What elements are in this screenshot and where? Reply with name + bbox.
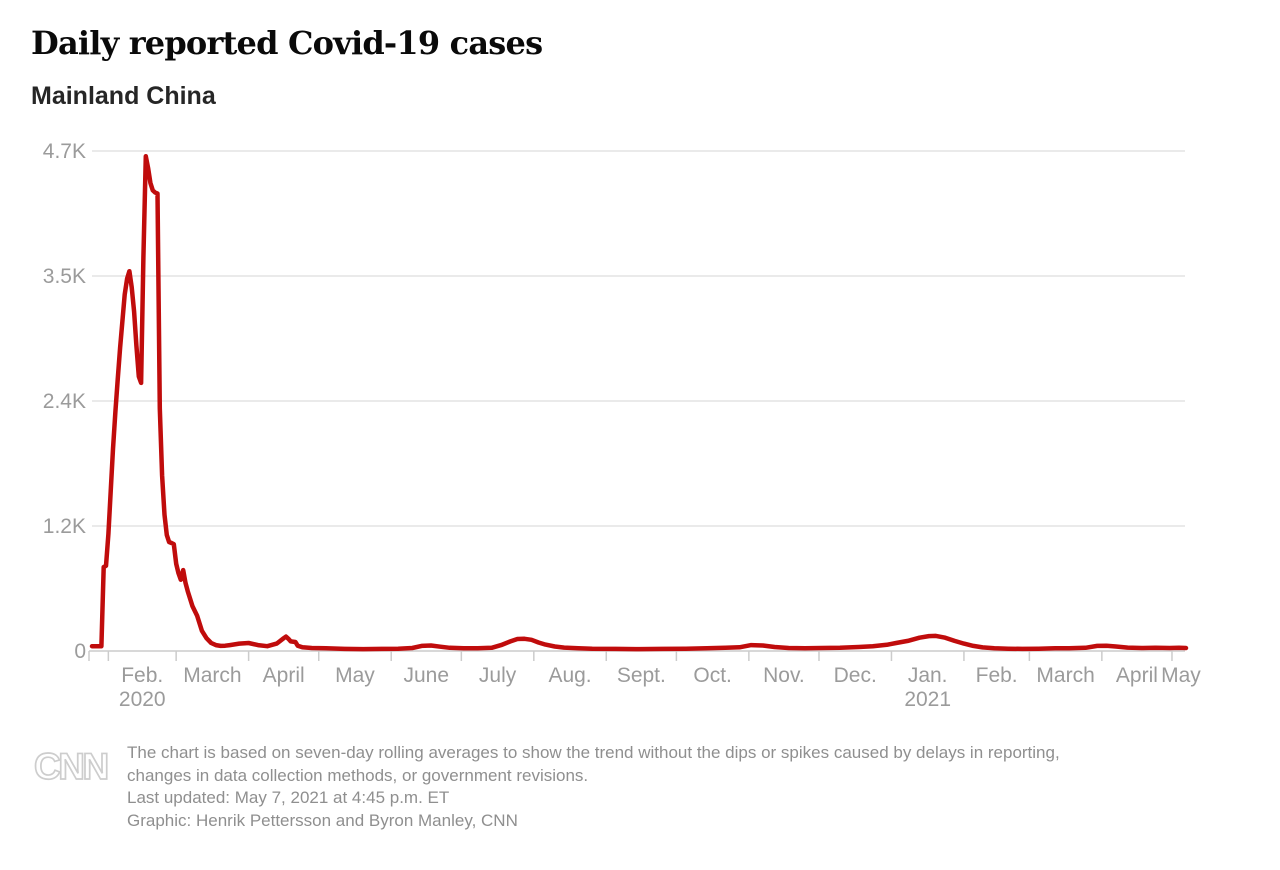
y-axis-label: 0: [74, 640, 86, 663]
x-axis-label: June: [404, 664, 450, 687]
graphic-credit: Graphic: Henrik Pettersson and Byron Man…: [127, 810, 518, 830]
x-axis-label: May: [1161, 664, 1201, 687]
y-axis-label: 4.7K: [43, 140, 86, 163]
x-axis-label: Nov.: [763, 664, 805, 687]
x-axis-label: Aug.: [548, 664, 591, 687]
page-title: Daily reported Covid-19 cases: [31, 24, 543, 62]
x-axis-label: April: [1116, 664, 1158, 687]
x-axis-label: April: [263, 664, 305, 687]
chart-subtitle: Mainland China: [31, 82, 216, 110]
x-axis-label: March: [183, 664, 241, 687]
cnn-logo: CNN: [33, 745, 111, 788]
x-axis-label: Jan.: [908, 664, 948, 687]
x-axis-label: July: [479, 664, 517, 687]
y-axis-label: 3.5K: [43, 265, 86, 288]
x-axis-label: Sept.: [617, 664, 666, 687]
covid-cases-line: [89, 154, 1189, 652]
x-axis-label: Feb.: [121, 664, 163, 687]
footnote-line-1: The chart is based on seven-day rolling …: [127, 743, 1060, 762]
year-label: 2020: [119, 688, 166, 711]
last-updated-note: Last updated: May 7, 2021 at 4:45 p.m. E…: [127, 788, 450, 807]
year-label: 2021: [904, 688, 951, 711]
y-axis-label: 1.2K: [43, 515, 86, 538]
x-axis-label: March: [1036, 664, 1094, 687]
x-axis-label: Oct.: [693, 664, 732, 687]
footnote-line-2: changes in data collection methods, or g…: [127, 765, 589, 785]
y-axis-label: 2.4K: [43, 390, 86, 413]
footer-notes: The chart is based on seven-day rolling …: [127, 742, 1217, 832]
x-axis-label: Dec.: [834, 664, 877, 687]
x-axis-label: Feb.: [976, 664, 1018, 687]
x-axis-label: May: [335, 664, 375, 687]
cnn-logo-text: CNN: [34, 746, 107, 787]
